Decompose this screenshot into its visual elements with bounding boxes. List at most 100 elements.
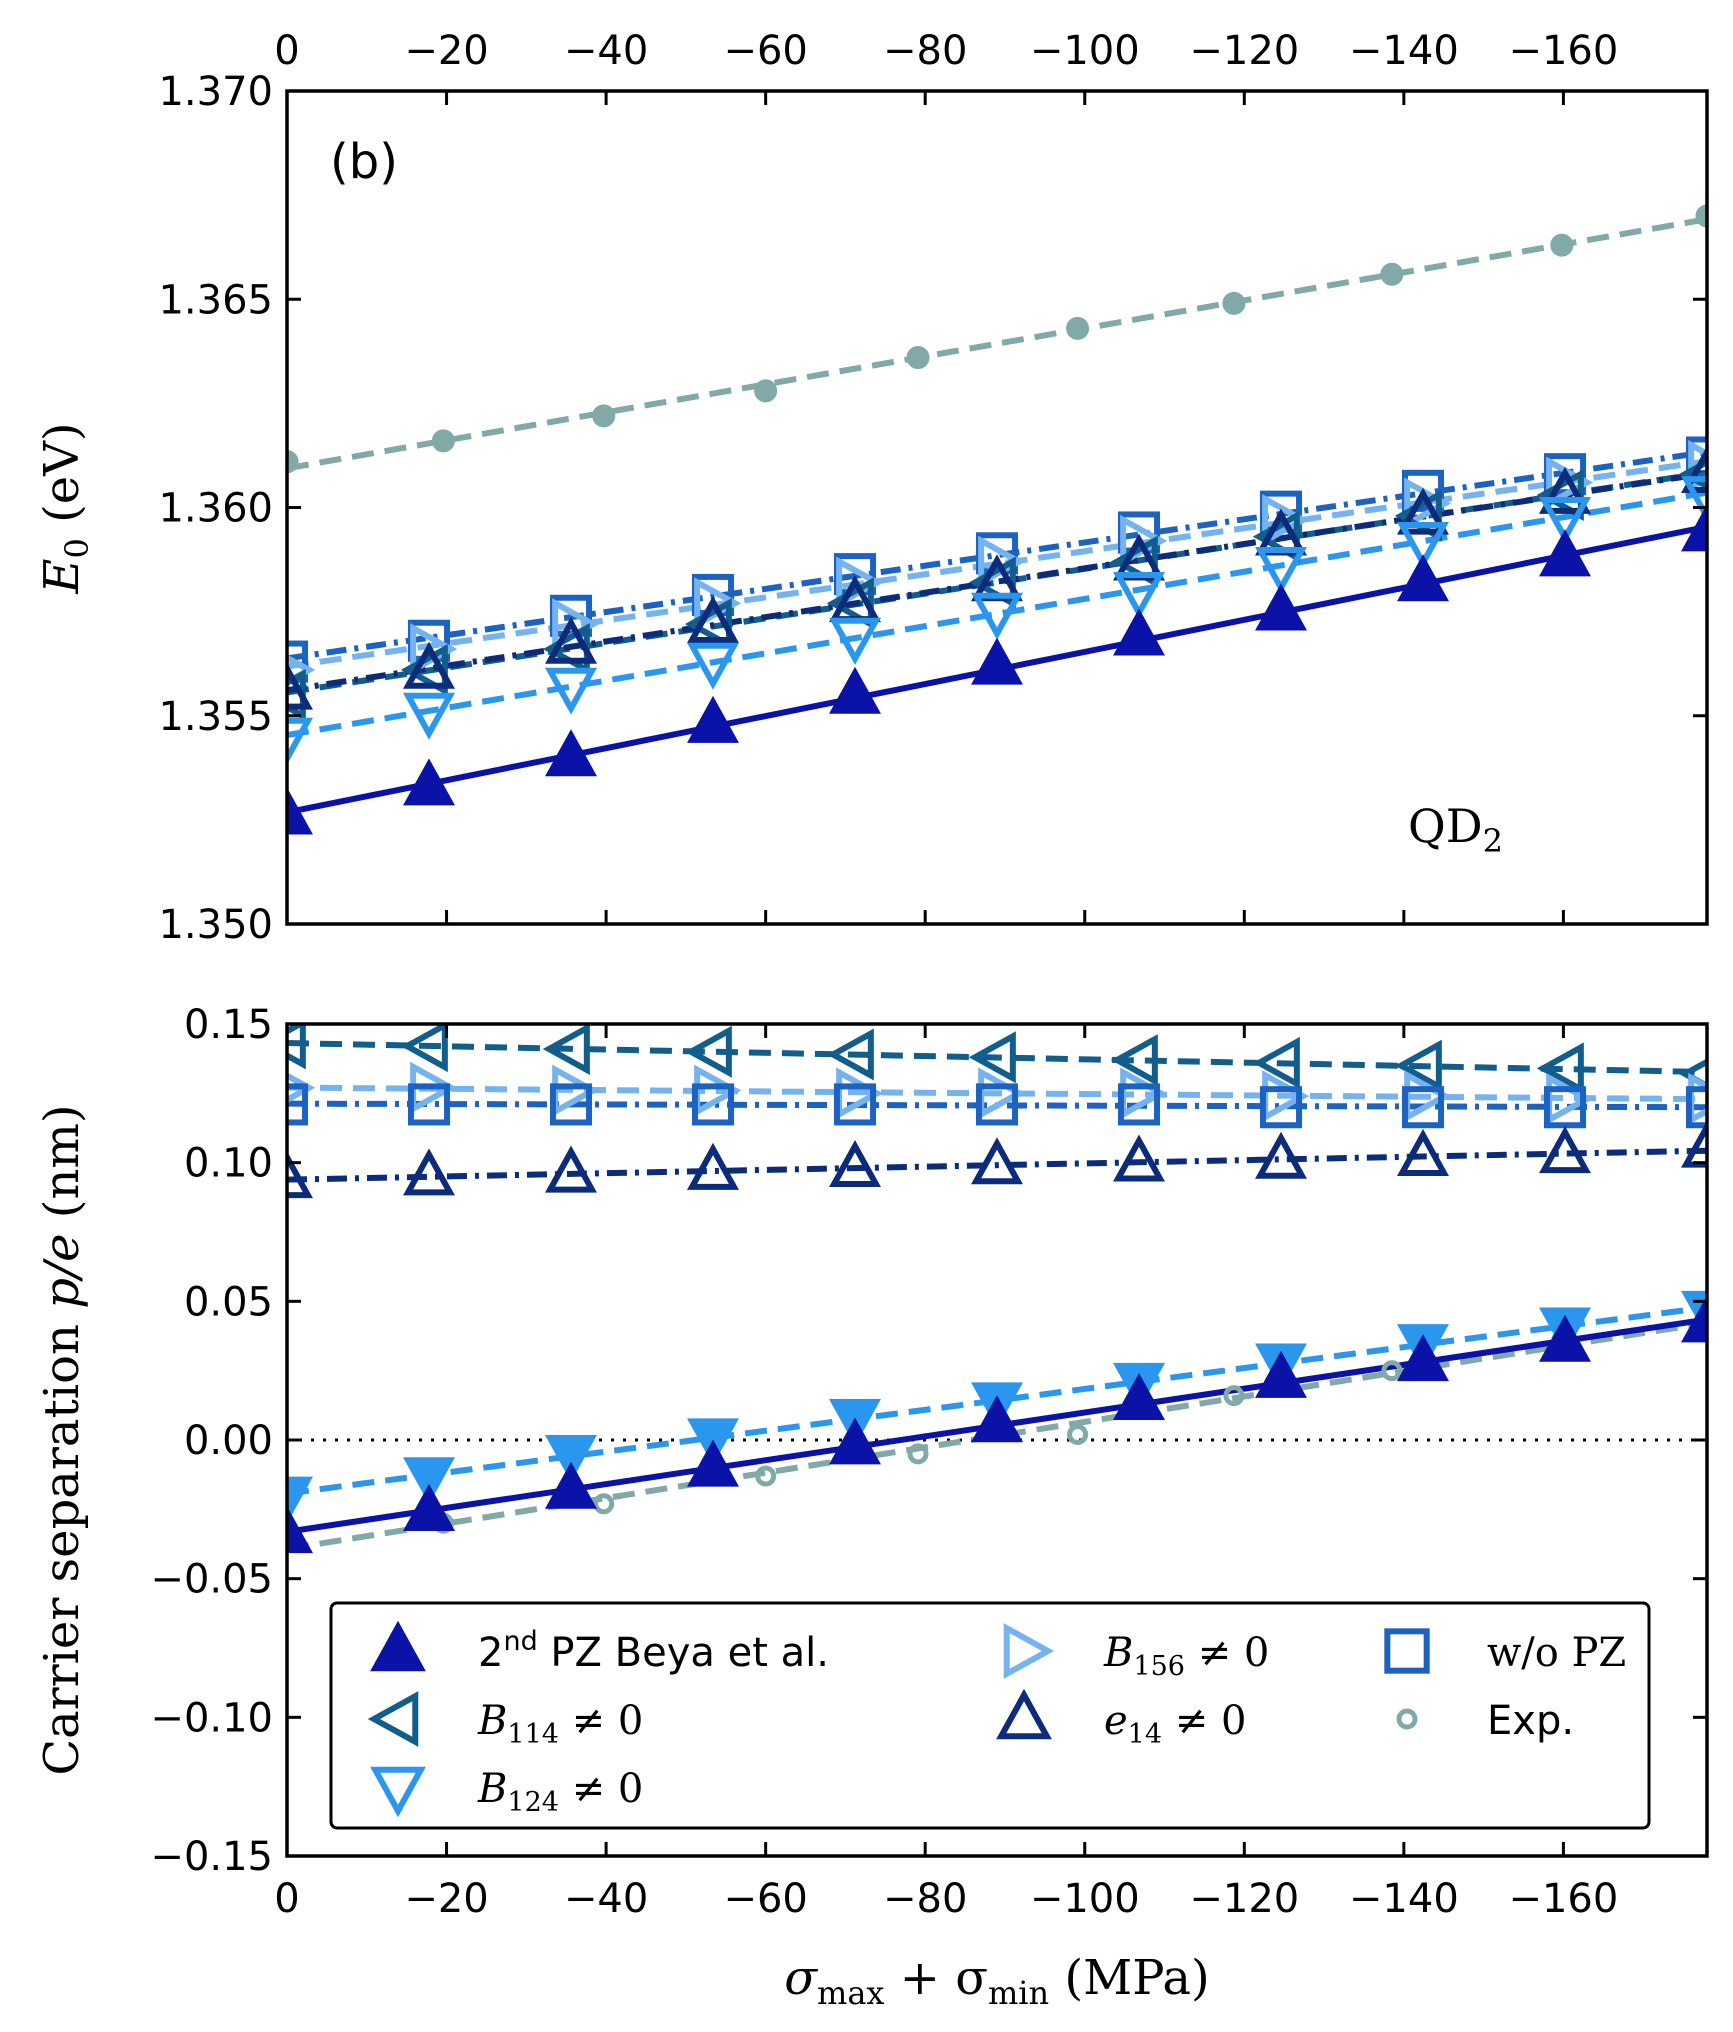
energy-point-b156 xyxy=(1546,456,1594,509)
energy-point-exp xyxy=(431,429,455,453)
legend-marker-b156 xyxy=(1003,1623,1055,1679)
legend-marker-b114 xyxy=(367,1691,419,1747)
separation-point-e14 xyxy=(545,1145,597,1193)
energy-point-pz2 xyxy=(545,729,597,777)
energy-xtick-label: −120 xyxy=(1189,28,1299,74)
energy-point-exp xyxy=(1380,262,1404,286)
legend-label-var: B xyxy=(477,1698,507,1744)
energy-point-exp xyxy=(754,379,778,403)
separation-point-b114 xyxy=(826,1028,874,1081)
separation-point-pz2 xyxy=(1113,1372,1165,1421)
separation-point-b114 xyxy=(1110,1034,1158,1087)
separation-point-pz2 xyxy=(403,1483,455,1531)
separation-point-b114 xyxy=(1394,1039,1442,1092)
separation-point-b124 xyxy=(287,1476,313,1524)
separation-point-wopz xyxy=(1259,1086,1303,1129)
xlabel-sigma-max: σ xyxy=(784,1950,818,2006)
legend-marker-pz2 xyxy=(370,1620,426,1672)
energy-point-exp xyxy=(1066,316,1090,340)
separation-point-wopz xyxy=(1117,1083,1161,1126)
separation-fit-line-e14 xyxy=(287,1147,1707,1183)
energy-point-b124 xyxy=(403,692,455,740)
energy-ytick-label: 1.370 xyxy=(158,69,273,115)
separation-ytick-label: 0.10 xyxy=(184,1141,273,1187)
energy-point-exp xyxy=(906,346,930,370)
separation-point-wopz xyxy=(975,1083,1019,1126)
legend-label-var: B xyxy=(1103,1630,1133,1676)
separation-point-exp xyxy=(593,1493,615,1515)
separation-xtick-label: −120 xyxy=(1189,1876,1299,1922)
separation-plot-area xyxy=(287,1024,1707,1554)
energy-ytick-label: 1.355 xyxy=(158,694,273,740)
energy-point-pz2 xyxy=(971,637,1023,685)
separation-point-e14 xyxy=(687,1142,739,1190)
energy-point-b124 xyxy=(287,717,313,765)
separation-point-b114 xyxy=(400,1024,448,1073)
energy-plot-area xyxy=(287,204,1707,835)
separation-ylabel-math: p/e xyxy=(34,1233,90,1308)
energy-point-b124 xyxy=(545,667,597,715)
energy-point-exp xyxy=(287,450,299,474)
separation-ytick-label: 0.00 xyxy=(184,1418,273,1464)
legend-label-post: PZ Beya et al. xyxy=(538,1630,829,1676)
energy-fit-line-b156 xyxy=(287,458,1707,670)
separation-point-e14 xyxy=(287,1151,313,1199)
energy-point-exp xyxy=(1222,291,1246,315)
legend-label-sub: 156 xyxy=(1133,1651,1185,1682)
separation-point-b114 xyxy=(684,1025,732,1078)
energy-ylabel-subscript: 0 xyxy=(58,538,96,558)
separation-xtick-label: −80 xyxy=(883,1876,967,1922)
separation-ytick-label: −0.15 xyxy=(150,1834,273,1880)
separation-point-exp xyxy=(1381,1360,1403,1382)
energy-point-b124 xyxy=(1681,476,1707,524)
xlabel: σmax + σmin (MPa) xyxy=(784,1950,1210,2012)
separation-point-wopz xyxy=(549,1083,593,1126)
separation-xtick-label: 0 xyxy=(274,1876,299,1922)
legend-label-b156: B156 ≠ 0 xyxy=(1103,1630,1269,1682)
separation-point-e14 xyxy=(829,1140,881,1188)
separation-point-pz2 xyxy=(287,1506,313,1554)
separation-point-exp xyxy=(755,1465,777,1487)
energy-ytick-label: 1.350 xyxy=(158,902,273,948)
separation-point-b114 xyxy=(1252,1036,1300,1089)
energy-point-b156 xyxy=(1262,494,1310,546)
separation-fit-line-b156 xyxy=(287,1084,1707,1103)
energy-point-b124 xyxy=(971,592,1023,640)
legend-label-text: w/o PZ xyxy=(1487,1630,1626,1676)
separation-point-b124 xyxy=(545,1435,597,1483)
legend-label-exp: Exp. xyxy=(1487,1698,1574,1744)
energy-point-pz2 xyxy=(1539,529,1591,577)
energy-point-pz2 xyxy=(1681,504,1707,552)
xlabel-min-subscript: min xyxy=(988,1974,1049,2012)
separation-point-exp xyxy=(1067,1423,1089,1445)
separation-point-exp xyxy=(1223,1385,1245,1407)
energy-point-b156 xyxy=(1404,477,1452,530)
separation-point-e14 xyxy=(1113,1134,1165,1182)
energy-point-pz2 xyxy=(403,758,455,806)
energy-point-e14 xyxy=(687,595,739,643)
legend-label-text: 2 xyxy=(478,1630,503,1676)
separation-ylabel-unit: (nm) xyxy=(34,1104,90,1233)
separation-point-pz2 xyxy=(687,1439,739,1487)
separation-xtick-label: −20 xyxy=(404,1876,488,1922)
energy-point-b124 xyxy=(1397,521,1449,570)
energy-xtick-label: −20 xyxy=(404,28,488,74)
legend-label-e14: e14 ≠ 0 xyxy=(1104,1698,1246,1750)
separation-ytick-label: −0.05 xyxy=(150,1557,273,1603)
legend-label-wopz: w/o PZ xyxy=(1487,1630,1626,1676)
legend-marker-wopz xyxy=(1384,1628,1430,1674)
separation-point-e14 xyxy=(1681,1120,1707,1168)
separation-fit-line-b124 xyxy=(287,1304,1707,1497)
energy-point-b124 xyxy=(1113,571,1165,620)
energy-fit-line-b114 xyxy=(287,469,1707,696)
separation-point-e14 xyxy=(1539,1126,1591,1174)
energy-xtick-label: −100 xyxy=(1030,28,1140,74)
energy-point-b124 xyxy=(1539,496,1591,545)
separation-xtick-label: −100 xyxy=(1030,1876,1140,1922)
energy-point-e14 xyxy=(403,641,455,689)
separation-point-b114 xyxy=(968,1031,1016,1084)
separation-point-pz2 xyxy=(1539,1314,1591,1362)
separation-ytick-label: −0.10 xyxy=(150,1695,273,1741)
energy-point-e14 xyxy=(545,616,597,664)
energy-point-pz2 xyxy=(829,666,881,714)
